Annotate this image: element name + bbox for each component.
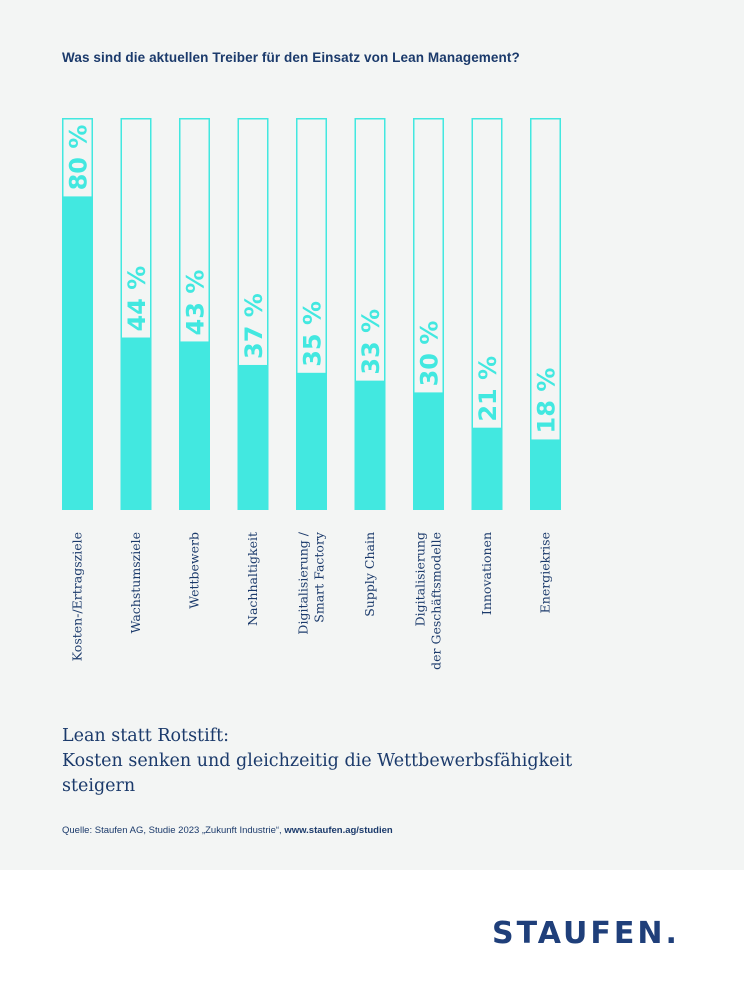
category-label-line: Wachstumsziele bbox=[128, 532, 143, 633]
value-label: 35 % bbox=[299, 301, 327, 367]
category-label-line: Supply Chain bbox=[362, 532, 377, 617]
staufen-logo: STAUFEN. bbox=[492, 916, 680, 951]
bar bbox=[471, 427, 503, 510]
value-label: 18 % bbox=[533, 368, 561, 434]
category-label: Nachhaltigkeit bbox=[245, 532, 260, 626]
category-label: Energiekrise bbox=[538, 532, 553, 613]
source-text: Quelle: Staufen AG, Studie 2023 „Zukunft… bbox=[62, 825, 285, 836]
value-label: 43 % bbox=[182, 270, 210, 336]
source-note: Quelle: Staufen AG, Studie 2023 „Zukunft… bbox=[62, 825, 702, 836]
category-label: Digitalisierung /Smart Factory bbox=[296, 531, 327, 635]
value-label: 30 % bbox=[416, 321, 444, 387]
bar bbox=[530, 439, 561, 510]
value-label: 37 % bbox=[240, 293, 268, 359]
headline-line-1: Lean statt Rotstift: bbox=[62, 726, 230, 746]
category-label-line: Innovationen bbox=[479, 532, 494, 615]
bar bbox=[237, 364, 269, 510]
category-label-line: Smart Factory bbox=[312, 531, 327, 623]
headline: Lean statt Rotstift: Kosten senken und g… bbox=[62, 724, 702, 799]
value-label: 80 % bbox=[65, 125, 93, 191]
headline-line-2: Kosten senken und gleichzeitig die Wettb… bbox=[62, 751, 573, 771]
headline-line-3: steigern bbox=[62, 776, 136, 796]
value-label: 21 % bbox=[474, 356, 502, 422]
category-label: Wachstumsziele bbox=[128, 532, 143, 633]
bar bbox=[62, 196, 93, 510]
chart-question: Was sind die aktuellen Treiber für den E… bbox=[62, 50, 520, 65]
bar bbox=[179, 341, 210, 510]
value-label: 44 % bbox=[123, 266, 151, 332]
source-link[interactable]: www.staufen.ag/studien bbox=[284, 825, 393, 836]
category-label: Kosten-/Ertragsziele bbox=[70, 532, 85, 661]
value-label: 33 % bbox=[357, 309, 385, 375]
bar bbox=[413, 392, 444, 510]
category-label-line: Wettbewerb bbox=[187, 532, 202, 609]
category-label: Digitalisierungder Geschäftsmodelle bbox=[413, 532, 444, 670]
bar bbox=[120, 337, 152, 510]
category-label: Wettbewerb bbox=[187, 532, 202, 609]
category-label-line: Kosten-/Ertragsziele bbox=[70, 532, 85, 661]
category-label-line: Digitalisierung bbox=[413, 532, 428, 626]
category-label-line: der Geschäftsmodelle bbox=[429, 532, 444, 670]
category-label: Innovationen bbox=[479, 532, 494, 615]
category-label-line: Energiekrise bbox=[538, 532, 553, 613]
bar bbox=[354, 380, 386, 510]
category-label-line: Nachhaltigkeit bbox=[245, 532, 260, 626]
bar bbox=[296, 372, 327, 510]
bar-chart: 80 % Kosten-/Ertragsziele 44 % Wachstumszie… bbox=[62, 118, 561, 670]
category-label-line: Digitalisierung / bbox=[296, 531, 311, 634]
category-label: Supply Chain bbox=[362, 532, 377, 617]
content-panel: Was sind die aktuellen Treiber für den E… bbox=[0, 0, 744, 870]
